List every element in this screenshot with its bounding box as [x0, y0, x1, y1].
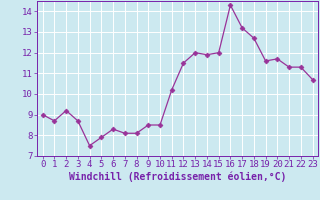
X-axis label: Windchill (Refroidissement éolien,°C): Windchill (Refroidissement éolien,°C) [69, 172, 286, 182]
